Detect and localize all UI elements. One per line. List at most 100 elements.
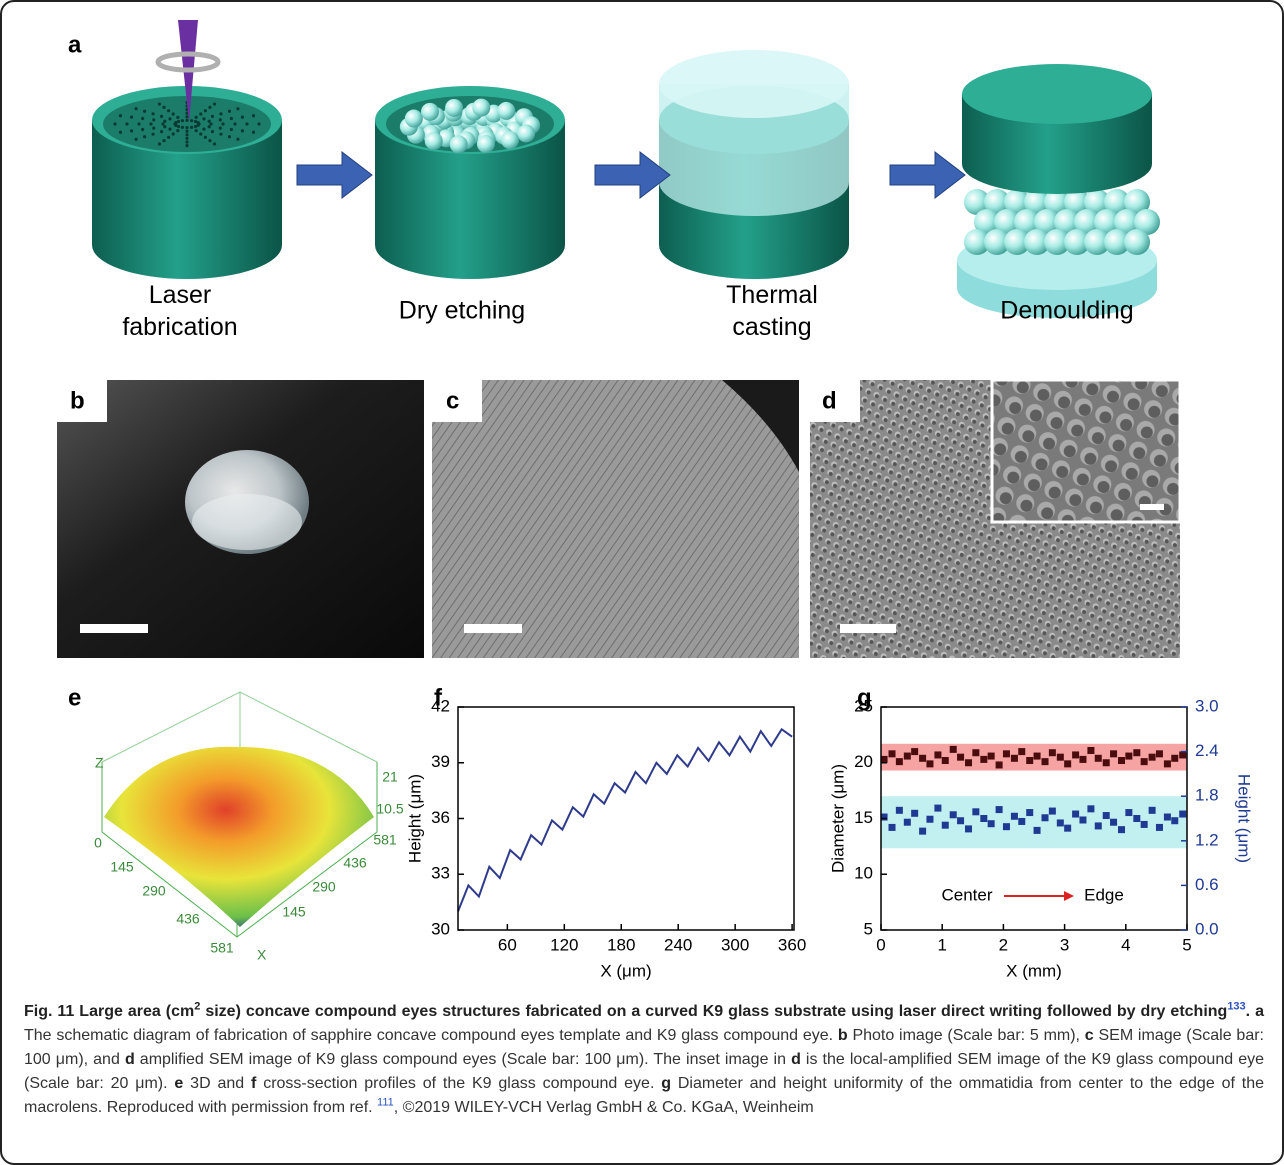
hole: [199, 112, 202, 115]
microlens: [497, 102, 515, 120]
x-axis-title: X (mm): [1006, 961, 1062, 980]
hole: [151, 112, 154, 115]
hole: [202, 127, 205, 130]
data-point: [1156, 824, 1163, 831]
hole: [195, 116, 198, 119]
data-point: [988, 820, 995, 827]
hole: [195, 129, 198, 132]
hole: [168, 117, 171, 120]
data-point: [896, 807, 903, 814]
y2-tick-label: 3.0: [1195, 696, 1219, 715]
axis-label: X: [257, 947, 267, 963]
reference[interactable]: 111: [377, 1097, 394, 1109]
panel-label: c: [446, 387, 459, 414]
scale-bar: [80, 624, 148, 633]
hole: [252, 114, 255, 117]
hole: [236, 107, 239, 110]
data-point: [1087, 805, 1094, 812]
data-point: [1110, 750, 1117, 757]
panel-label: a: [68, 31, 82, 58]
data-point: [1057, 754, 1064, 761]
hole: [208, 139, 211, 142]
data-point: [1057, 819, 1064, 826]
data-point: [1164, 814, 1171, 821]
hole: [245, 122, 248, 125]
data-point: [1179, 811, 1186, 818]
panel-ref: d: [125, 1051, 135, 1068]
hole: [152, 127, 155, 130]
hole: [199, 132, 202, 135]
caption-text: 3D and: [183, 1075, 251, 1092]
data-point: [1103, 759, 1110, 766]
hole: [181, 126, 184, 129]
hole: [241, 116, 244, 119]
x-tick-label: 1: [937, 935, 946, 954]
x-tick-label: 360: [778, 935, 806, 954]
data-point: [1141, 758, 1148, 765]
data-point: [904, 819, 911, 826]
hole: [236, 138, 239, 141]
scale-bar: [464, 624, 522, 633]
panel-label: e: [68, 684, 81, 711]
panel-ref: e: [174, 1075, 183, 1092]
data-point: [957, 754, 964, 761]
panel-ref: d: [791, 1051, 801, 1068]
x-tick-label: 300: [721, 935, 749, 954]
panel-ref: g: [661, 1075, 671, 1092]
reference[interactable]: 133: [1227, 1001, 1245, 1013]
data-point: [1125, 809, 1132, 816]
surface-tick-label: 290: [312, 879, 336, 895]
panel-label: d: [822, 387, 837, 414]
hole: [143, 135, 146, 138]
x-tick-label: 5: [1182, 935, 1191, 954]
hole: [172, 112, 175, 115]
process-arrow: [890, 152, 965, 198]
data-point: [934, 751, 941, 758]
caption-title: Fig. 11 Large area (cm: [24, 1003, 194, 1020]
y-tick-label: 39: [431, 752, 450, 771]
surface-tick-label: 436: [343, 855, 367, 871]
data-point: [889, 750, 896, 757]
data-point: [965, 759, 972, 766]
hole: [209, 122, 212, 125]
y-tick-label: 20: [854, 752, 873, 771]
hole: [151, 133, 154, 136]
hole: [161, 122, 164, 125]
x-axis-title: X (μm): [600, 961, 651, 980]
data-point: [1164, 760, 1171, 767]
data-point: [980, 756, 987, 763]
step-label: Dry etching: [399, 297, 525, 325]
y-tick-label: 5: [864, 919, 873, 938]
microlens: [450, 135, 468, 153]
axis-label: Z: [95, 755, 104, 771]
lens-reflection: [192, 494, 302, 550]
hole: [219, 112, 222, 115]
hole: [196, 121, 199, 124]
surface-tick-label: 0: [94, 835, 102, 851]
caption-text: The schematic diagram of fabrication of …: [24, 1027, 838, 1044]
hole: [160, 115, 163, 118]
hole: [162, 139, 165, 142]
y-tick-label: 30: [431, 919, 450, 938]
x-tick-label: 60: [498, 935, 517, 954]
sem-image: [432, 380, 799, 658]
data-point: [1049, 808, 1056, 815]
hole: [158, 102, 161, 105]
hole: [141, 128, 144, 131]
data-point: [1110, 819, 1117, 826]
hole: [167, 136, 170, 139]
hole: [190, 126, 193, 129]
hole: [211, 115, 214, 118]
process-arrow: [297, 152, 372, 198]
data-point: [1042, 758, 1049, 765]
data-point: [1034, 827, 1041, 834]
hole: [213, 142, 216, 145]
panel-ref: b: [838, 1027, 848, 1044]
hole: [160, 130, 163, 133]
x-tick-label: 4: [1121, 935, 1130, 954]
microlens: [445, 99, 463, 117]
data-point: [1034, 753, 1041, 760]
process-arrow: [595, 152, 670, 198]
annotation: Edge: [1084, 885, 1124, 904]
